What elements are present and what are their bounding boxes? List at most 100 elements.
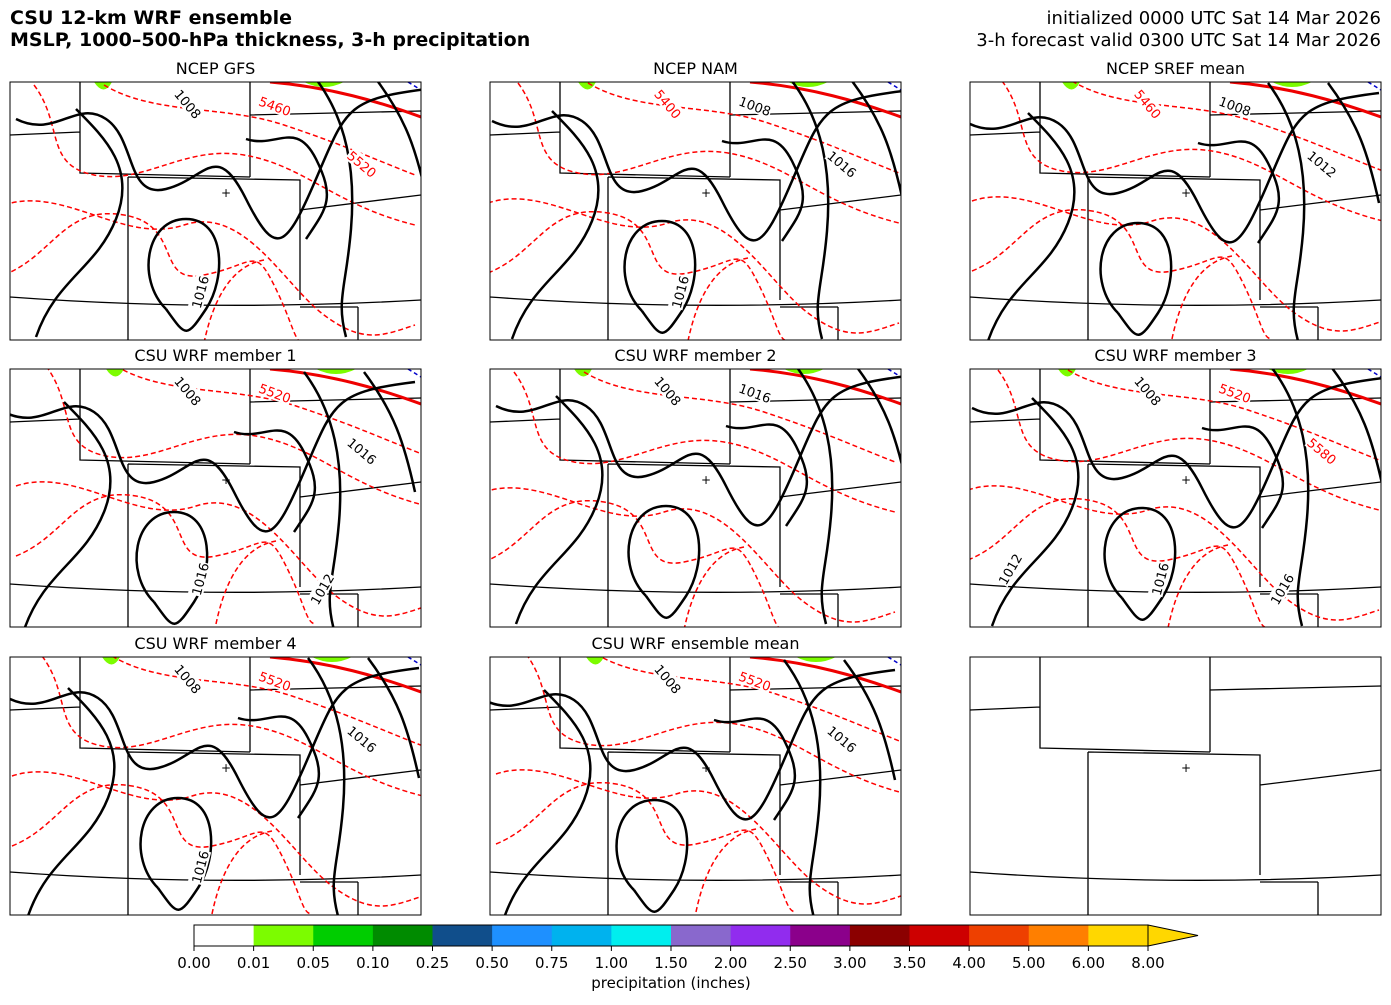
city-marker: + — [1181, 186, 1191, 200]
panel-title: CSU WRF member 2 — [614, 346, 776, 365]
subtitle: MSLP, 1000–500-hPa thickness, 3-h precip… — [10, 29, 530, 51]
precip-area — [586, 657, 836, 665]
state-borders — [490, 657, 901, 915]
pressure-contour — [615, 798, 689, 913]
colorbar-segment — [372, 925, 433, 946]
panel-title: NCEP SREF mean — [1106, 59, 1245, 78]
contour-label: 5520 — [256, 670, 292, 695]
label-bg — [1131, 85, 1166, 122]
precip-area — [1062, 82, 1312, 90]
colorbar-tick-label: 0.00 — [177, 954, 210, 972]
pressure-contour — [306, 657, 346, 915]
panel-title: CSU WRF member 4 — [134, 634, 296, 653]
label-bg — [256, 379, 294, 406]
thickness-contour — [407, 657, 421, 666]
precip-area — [1058, 369, 1308, 377]
pressure-contour — [237, 715, 321, 819]
colorbar-segment — [313, 925, 374, 946]
pressure-contour — [23, 401, 112, 627]
thickness-contour — [683, 546, 745, 627]
contour-label: 1016 — [736, 382, 772, 407]
panel-frame — [9, 81, 422, 341]
city-marker: + — [701, 186, 711, 200]
pressure-contour — [10, 380, 416, 533]
colorbar-tick-label: 4.00 — [952, 954, 985, 972]
thickness-contour — [495, 769, 901, 905]
thickness-contour — [1367, 82, 1381, 91]
label-bg — [994, 550, 1025, 588]
pressure-contour — [796, 369, 834, 625]
precip-area — [106, 369, 356, 377]
pressure-contour — [495, 375, 901, 527]
state-borders — [970, 369, 1381, 627]
label-bg — [306, 570, 337, 608]
thickness-contour — [10, 212, 300, 340]
thickness-contour — [887, 82, 901, 91]
pressure-contour — [15, 88, 421, 240]
colorbar-tick-label: 0.01 — [237, 954, 270, 972]
colorbar-segment — [611, 925, 672, 946]
pressure-contour — [27, 687, 116, 915]
panel-frame — [489, 368, 902, 628]
init-time: initialized 0000 UTC Sat 14 Mar 2026 — [1047, 8, 1381, 29]
panel-frame — [489, 81, 902, 341]
pressure-contour — [990, 397, 1080, 627]
colorbar-tick-label: 8.00 — [1131, 954, 1164, 972]
state-borders — [10, 657, 421, 915]
pressure-contour — [233, 429, 317, 533]
pressure-contour — [725, 423, 809, 527]
panel-title: CSU WRF member 1 — [134, 346, 296, 365]
city-marker: + — [221, 761, 231, 775]
colorbar-segment — [909, 925, 970, 946]
panel-frame — [969, 368, 1382, 628]
colorbar-segment — [1028, 925, 1089, 946]
thickness-contour — [887, 657, 901, 666]
thickness-contour — [1072, 82, 1381, 172]
city-marker: + — [1181, 473, 1191, 487]
pressure-contour — [627, 504, 701, 619]
thickness-contour — [600, 657, 901, 743]
city-marker: + — [701, 473, 711, 487]
thickness-contour — [527, 657, 901, 794]
thickness-contour — [112, 657, 421, 747]
precip-area — [102, 657, 352, 665]
colorbar-segment — [253, 925, 314, 946]
pressure-contour — [851, 82, 901, 198]
thickness-contour — [970, 497, 1267, 627]
label-bg — [256, 92, 294, 119]
colorbar-segment — [790, 925, 851, 946]
thickness-contour — [971, 208, 1273, 340]
colorbar-extension — [1147, 924, 1199, 947]
colorbar-segment — [671, 925, 732, 946]
label-bg — [736, 667, 774, 694]
label-bg — [736, 379, 774, 406]
thickness-contour — [971, 196, 1381, 332]
state-borders — [10, 82, 421, 340]
thickness-contour — [15, 481, 421, 617]
precip-area — [578, 82, 828, 90]
colorbar-segment — [492, 925, 553, 946]
pressure-contour — [135, 510, 209, 625]
colorbar-tick-label: 1.00 — [595, 954, 628, 972]
pressure-contour — [245, 136, 329, 240]
pressure-contour — [34, 108, 124, 338]
city-marker: + — [221, 186, 231, 200]
contour-label: 1008 — [736, 95, 772, 120]
pressure-contour — [1271, 369, 1310, 627]
thickness-contour — [1229, 369, 1381, 406]
thickness-contour — [583, 371, 896, 463]
thickness-contour — [997, 369, 1380, 511]
pressure-contour — [491, 90, 901, 242]
pressure-contour — [971, 377, 1381, 529]
pressure-contour — [782, 659, 822, 915]
thickness-contour — [1067, 369, 1380, 461]
label-bg — [187, 273, 212, 311]
